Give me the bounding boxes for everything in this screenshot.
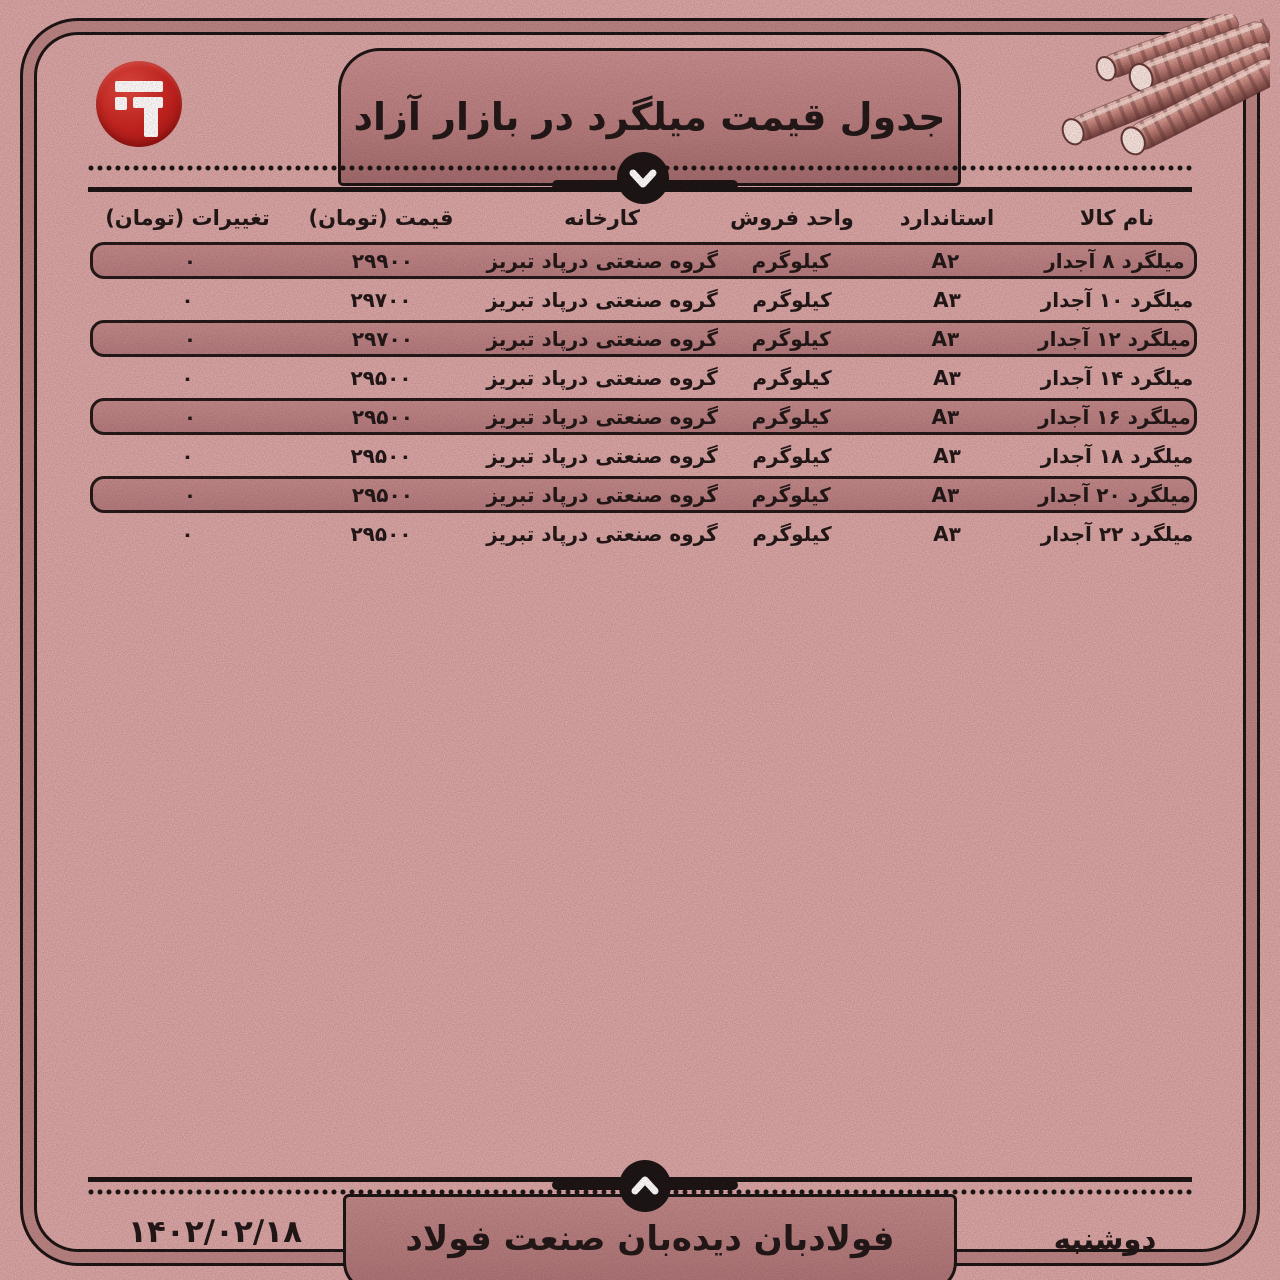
cell-factory: گروه صنعتی درپاد تبریز xyxy=(486,521,718,546)
cell-change: ۰ xyxy=(181,521,194,546)
cell-name: میلگرد ۲۲ آجدار xyxy=(1040,521,1194,546)
cell-name: میلگرد ۱۸ آجدار xyxy=(1040,443,1194,468)
header-name: نام کالا xyxy=(1079,206,1155,230)
cell-change: ۰ xyxy=(183,248,197,273)
cell-standard: A۳ xyxy=(933,443,961,468)
table-row: ۰ ۲۹۷۰۰ گروه صنعتی درپاد تبریز کیلوگرم A۳ میل… xyxy=(90,281,1197,318)
cell-price: ۲۹۵۰۰ xyxy=(350,365,412,390)
cell-unit: کیلوگرم xyxy=(751,326,831,351)
cell-standard: A۳ xyxy=(931,404,960,429)
table-row: ۰ ۲۹۷۰۰ گروه صنعتی درپاد تبریز کیلوگرم A۳ میل… xyxy=(90,320,1197,357)
cell-standard: A۳ xyxy=(933,521,961,546)
header-price: قیمت (تومان) xyxy=(308,206,454,230)
date-label: ۱۴۰۲/۰۲/۱۸ xyxy=(127,1214,302,1250)
rebar-bundle-illustration xyxy=(1061,14,1270,156)
cell-factory: گروه صنعتی درپاد تبریز xyxy=(486,365,718,390)
cell-factory: گروه صنعتی درپاد تبریز xyxy=(486,443,718,468)
page-title: جدول قیمت میلگرد در بازار آزاد xyxy=(353,95,946,139)
header-factory: کارخانه xyxy=(564,206,640,230)
cell-price: ۲۹۵۰۰ xyxy=(351,482,413,507)
cell-standard: A۳ xyxy=(933,365,961,390)
cell-change: ۰ xyxy=(181,365,194,390)
cell-price: ۲۹۷۰۰ xyxy=(350,287,412,312)
table-row: ۰ ۲۹۵۰۰ گروه صنعتی درپاد تبریز کیلوگرم A۳ میل… xyxy=(90,437,1197,474)
cell-change: ۰ xyxy=(183,404,197,429)
cell-unit: کیلوگرم xyxy=(752,443,832,468)
cell-standard: A۲ xyxy=(931,248,960,273)
header-change: تغییرات (تومان) xyxy=(105,206,270,230)
cell-unit: کیلوگرم xyxy=(752,365,832,390)
cell-name: میلگرد ۱۴ آجدار xyxy=(1040,365,1194,390)
cell-price: ۲۹۵۰۰ xyxy=(351,404,413,429)
cell-unit: کیلوگرم xyxy=(752,287,832,312)
cell-name: میلگرد ۱۶ آجدار xyxy=(1038,404,1191,429)
table-row: ۰ ۲۹۵۰۰ گروه صنعتی درپاد تبریز کیلوگرم A۳ میل… xyxy=(90,398,1197,435)
fooladban-logo-icon xyxy=(96,61,182,147)
cell-price: ۲۹۵۰۰ xyxy=(350,521,412,546)
cell-price: ۲۹۵۰۰ xyxy=(350,443,412,468)
cell-factory: گروه صنعتی درپاد تبریز xyxy=(486,248,718,273)
cell-name: میلگرد ۲۰ آجدار xyxy=(1038,482,1191,507)
brand-name: فولادبان دیده‌بان صنعت فولاد xyxy=(405,1219,895,1259)
chevron-down-icon xyxy=(617,152,669,204)
cell-unit: کیلوگرم xyxy=(751,248,831,273)
table-row: ۰ ۲۹۵۰۰ گروه صنعتی درپاد تبریز کیلوگرم A۳ میل… xyxy=(90,515,1197,552)
cell-factory: گروه صنعتی درپاد تبریز xyxy=(486,287,718,312)
cell-unit: کیلوگرم xyxy=(752,521,832,546)
cell-unit: کیلوگرم xyxy=(751,404,831,429)
cell-change: ۰ xyxy=(183,326,197,351)
table-row: ۰ ۲۹۵۰۰ گروه صنعتی درپاد تبریز کیلوگرم A۳ میل… xyxy=(90,476,1197,513)
cell-name: میلگرد ۸ آجدار xyxy=(1044,248,1185,273)
cell-change: ۰ xyxy=(181,443,194,468)
cell-name: میلگرد ۱۲ آجدار xyxy=(1038,326,1191,351)
cell-factory: گروه صنعتی درپاد تبریز xyxy=(486,326,718,351)
chevron-up-icon xyxy=(619,1160,671,1212)
cell-standard: A۳ xyxy=(931,482,960,507)
cell-change: ۰ xyxy=(181,287,194,312)
cell-factory: گروه صنعتی درپاد تبریز xyxy=(486,482,718,507)
cell-price: ۲۹۹۰۰ xyxy=(351,248,413,273)
cell-change: ۰ xyxy=(183,482,197,507)
table-header-row: تغییرات (تومان) قیمت (تومان) کارخانه واح… xyxy=(90,202,1197,234)
cell-price: ۲۹۷۰۰ xyxy=(351,326,413,351)
header-unit: واحد فروش xyxy=(730,206,854,230)
cell-name: میلگرد ۱۰ آجدار xyxy=(1040,287,1194,312)
cell-unit: کیلوگرم xyxy=(751,482,831,507)
cell-standard: A۳ xyxy=(933,287,961,312)
weekday-label: دوشنبه xyxy=(1053,1222,1157,1256)
cell-standard: A۳ xyxy=(931,326,960,351)
header-standard: استاندارد xyxy=(899,206,995,230)
cell-factory: گروه صنعتی درپاد تبریز xyxy=(486,404,718,429)
table-row: ۰ ۲۹۹۰۰ گروه صنعتی درپاد تبریز کیلوگرم A۲ میل… xyxy=(90,242,1197,279)
table-row: ۰ ۲۹۵۰۰ گروه صنعتی درپاد تبریز کیلوگرم A۳ میل… xyxy=(90,359,1197,396)
